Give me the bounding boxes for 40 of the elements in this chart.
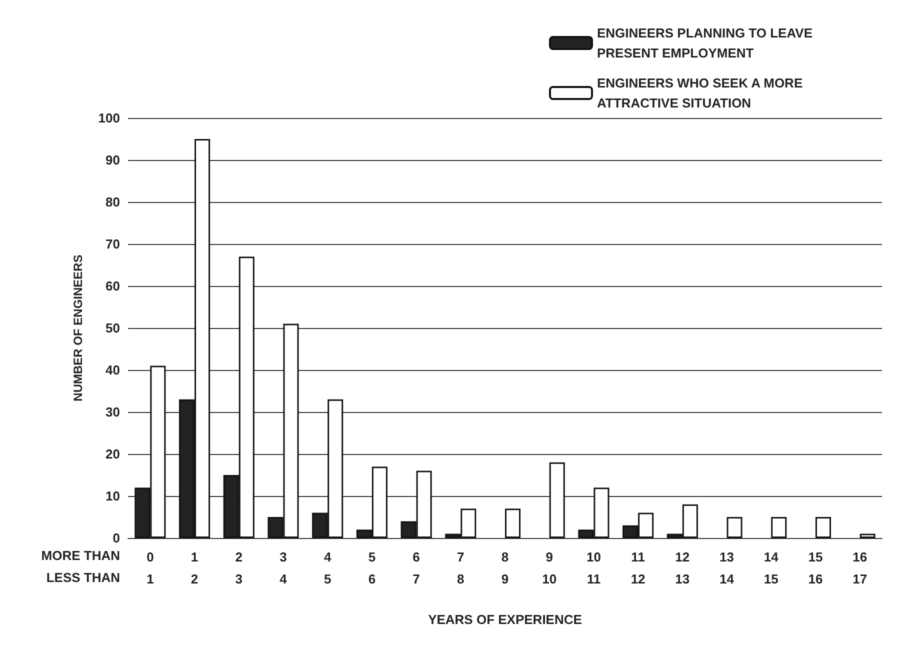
y-tick-label: 70 bbox=[106, 236, 120, 252]
x-tick-label: 11 12 bbox=[630, 550, 646, 586]
x-tick-label: 6 7 bbox=[412, 550, 420, 586]
x-tick-label: 13 14 bbox=[720, 550, 735, 586]
y-tick-label: 50 bbox=[106, 320, 120, 336]
text: MORE THAN bbox=[41, 548, 120, 563]
bar bbox=[549, 462, 565, 538]
y-tick-label: 40 bbox=[106, 362, 120, 378]
y-tick-label: 100 bbox=[98, 110, 120, 126]
y-tick-label: 0 bbox=[112, 530, 120, 546]
x-tick-label: 14 15 bbox=[764, 550, 780, 586]
bar bbox=[505, 508, 521, 538]
y-tick-label: 90 bbox=[106, 152, 120, 168]
bar bbox=[771, 517, 787, 538]
x-tick-label: 0 1 bbox=[146, 550, 154, 586]
y-tick-label: 60 bbox=[106, 278, 120, 294]
x-tick-label: 10 11 bbox=[586, 550, 601, 586]
y-tick-label: 10 bbox=[106, 488, 120, 504]
bar bbox=[815, 517, 831, 538]
x-tick-label: 4 5 bbox=[324, 550, 332, 586]
x-tick-label: 16 17 bbox=[852, 550, 868, 586]
y-tick-label: 80 bbox=[106, 194, 120, 210]
y-tick-label: 30 bbox=[106, 404, 120, 420]
x-tick-label: 15 16 bbox=[808, 550, 823, 586]
x-tick-label: 12 13 bbox=[675, 550, 690, 586]
y-tick-label: 20 bbox=[106, 446, 120, 462]
x-tick-label: 1 2 bbox=[190, 550, 198, 586]
x-tick-label: 5 6 bbox=[368, 550, 376, 586]
y-axis-title: NUMBER OF ENGINEERS bbox=[71, 254, 85, 402]
x-tick-label: 2 3 bbox=[235, 550, 242, 586]
bar bbox=[726, 517, 742, 538]
text: LESS THAN bbox=[46, 570, 120, 585]
legend-label: ENGINEERS PLANNING TO LEAVE PRESENT EMPLOYMENT bbox=[597, 26, 816, 60]
x-tick-label: 8 9 bbox=[501, 550, 509, 586]
x-tick-label: 7 8 bbox=[457, 550, 464, 586]
x-axis-title: YEARS OF EXPERIENCE bbox=[428, 612, 582, 627]
x-tick-label: 9 10 bbox=[542, 550, 557, 586]
x-tick-label: 3 4 bbox=[280, 550, 288, 586]
legend-label: ENGINEERS WHO SEEK A MORE ATTRACTIVE SITUATION bbox=[597, 76, 806, 110]
bar bbox=[860, 534, 876, 538]
